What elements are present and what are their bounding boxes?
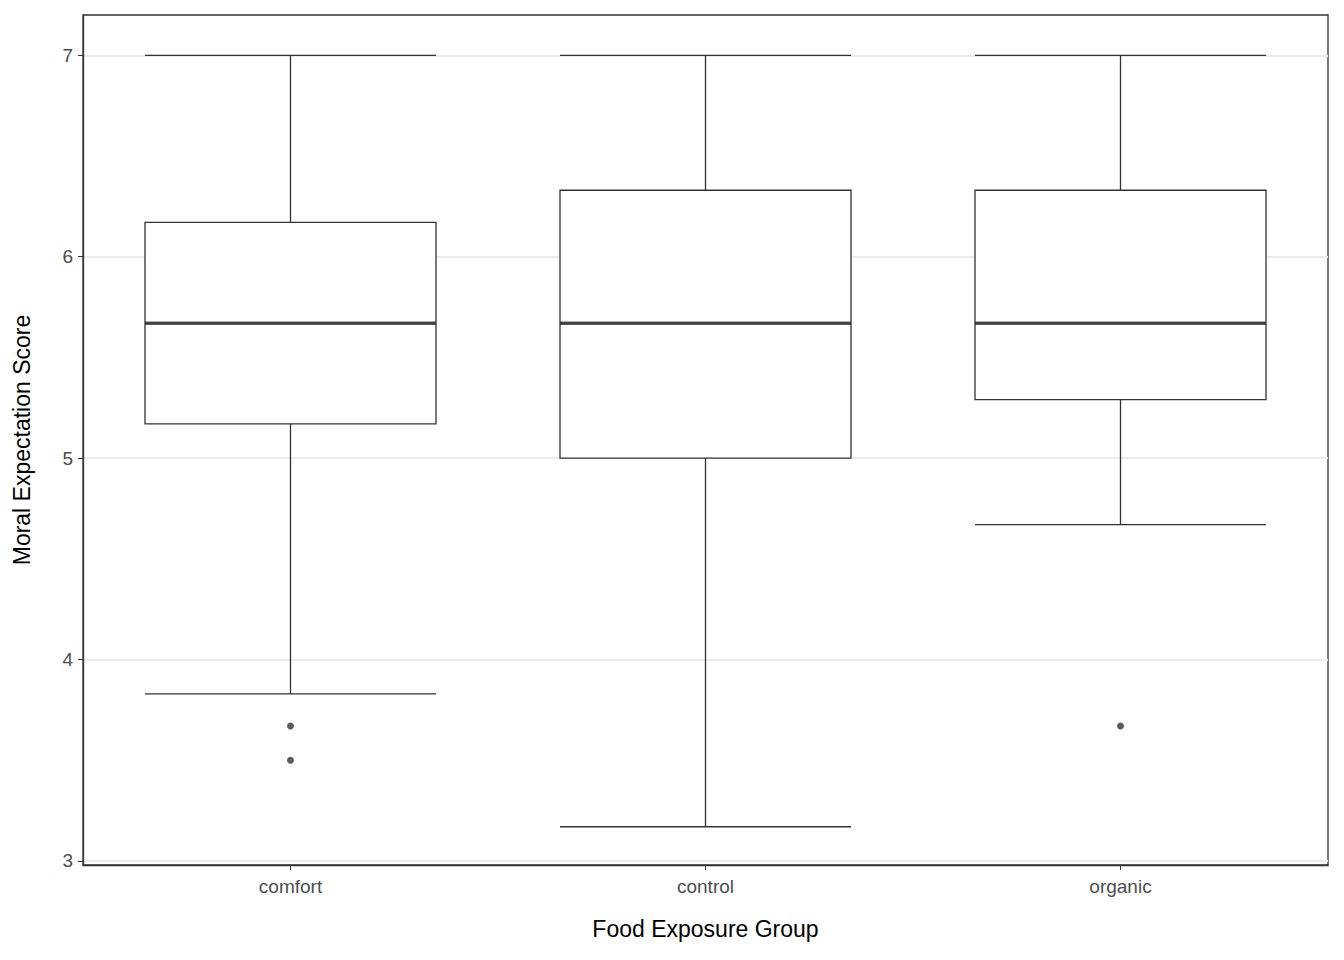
- svg-text:5: 5: [62, 448, 73, 469]
- svg-text:6: 6: [62, 246, 73, 267]
- svg-text:organic: organic: [1089, 876, 1151, 897]
- svg-text:comfort: comfort: [259, 876, 323, 897]
- svg-text:3: 3: [62, 850, 73, 871]
- svg-text:Food Exposure Group: Food Exposure Group: [592, 916, 818, 942]
- svg-text:7: 7: [62, 45, 73, 66]
- svg-text:Moral Expectation Score: Moral Expectation Score: [9, 315, 35, 566]
- svg-text:4: 4: [62, 649, 73, 670]
- svg-text:control: control: [677, 876, 734, 897]
